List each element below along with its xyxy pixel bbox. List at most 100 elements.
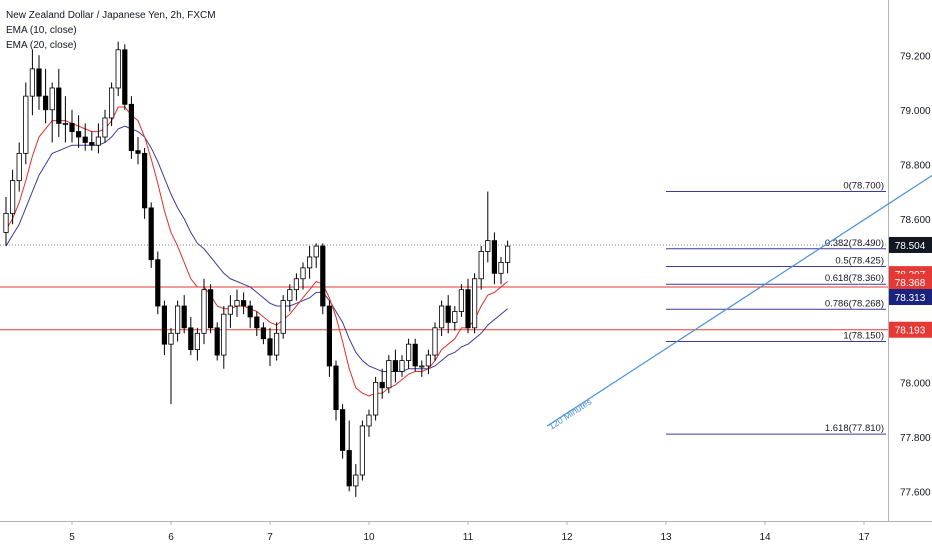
candle-body[interactable]	[56, 87, 62, 124]
candle-body[interactable]	[95, 136, 101, 146]
candle-body[interactable]	[491, 240, 498, 274]
candle-body[interactable]	[174, 305, 181, 334]
candle-body[interactable]	[260, 327, 267, 340]
candle-body[interactable]	[346, 450, 352, 487]
candle-body[interactable]	[333, 365, 339, 411]
candle-body[interactable]	[254, 316, 260, 329]
candle-body[interactable]	[445, 305, 451, 323]
candle-body[interactable]	[9, 180, 16, 214]
candle-body[interactable]	[89, 142, 95, 146]
candle-body[interactable]	[109, 87, 115, 119]
candle-body[interactable]	[161, 305, 167, 345]
candle-body[interactable]	[366, 414, 372, 427]
x-tick-label: 14	[759, 532, 771, 543]
candle-body[interactable]	[359, 425, 366, 476]
candle-body[interactable]	[419, 365, 425, 368]
ema-fast-line	[5, 106, 508, 397]
candle-body[interactable]	[181, 305, 187, 329]
candle-body[interactable]	[458, 289, 465, 312]
x-tick-label: 5	[69, 532, 75, 543]
candle-body[interactable]	[326, 305, 333, 367]
trendline-label: 120 Minutes	[547, 396, 594, 431]
fib-level-label: 0.382(78.490)	[825, 238, 884, 249]
candle-body[interactable]	[168, 332, 174, 345]
candle-body[interactable]	[267, 338, 273, 356]
fib-level-label: 0(78.700)	[843, 181, 884, 192]
fib-level-label: 1.618(77.810)	[825, 423, 884, 434]
candle-body[interactable]	[23, 95, 29, 154]
candle-body[interactable]	[412, 343, 418, 367]
x-tick-label: 10	[363, 532, 375, 543]
candle-body[interactable]	[69, 123, 75, 132]
candle-body[interactable]	[227, 305, 233, 315]
candle-body[interactable]	[320, 245, 326, 307]
x-tick-label: 7	[267, 532, 273, 543]
candle-body[interactable]	[438, 305, 445, 329]
candle-body[interactable]	[485, 240, 491, 252]
y-tick-label: 77.800	[900, 433, 931, 444]
x-tick-label: 17	[858, 532, 870, 543]
candle-body[interactable]	[36, 68, 42, 97]
candle-body[interactable]	[471, 278, 478, 329]
candle-body[interactable]	[287, 289, 293, 301]
candle-body[interactable]	[379, 381, 385, 389]
y-tick-label: 77.600	[900, 487, 931, 498]
candle-body[interactable]	[498, 262, 504, 274]
candle-body[interactable]	[313, 245, 319, 258]
candle-body[interactable]	[122, 49, 128, 105]
candle-body[interactable]	[16, 152, 22, 182]
candle-body[interactable]	[504, 245, 511, 263]
candle-body[interactable]	[62, 123, 69, 125]
candle-body[interactable]	[141, 152, 148, 209]
candle-body[interactable]	[273, 332, 280, 356]
candle-body[interactable]	[3, 212, 9, 233]
candle-body[interactable]	[155, 259, 161, 307]
ema-fast-label[interactable]: EMA (10, close)	[6, 25, 77, 36]
candle-body[interactable]	[188, 327, 194, 351]
candle-body[interactable]	[29, 68, 36, 97]
candle-body[interactable]	[115, 49, 121, 89]
candle-body[interactable]	[280, 300, 286, 334]
candle-body[interactable]	[135, 150, 141, 154]
candle-body[interactable]	[128, 103, 134, 152]
candle-body[interactable]	[405, 343, 412, 361]
candle-body[interactable]	[102, 117, 108, 138]
candle-body[interactable]	[148, 207, 154, 261]
candle-body[interactable]	[234, 300, 240, 307]
candle-body[interactable]	[306, 256, 313, 269]
candle-body[interactable]	[300, 267, 306, 280]
price-badge	[889, 289, 932, 306]
candle-body[interactable]	[432, 327, 438, 356]
candle-body[interactable]	[478, 251, 484, 280]
symbol-title: New Zealand Dollar / Japanese Yen, 2h, F…	[6, 10, 216, 21]
candle-body[interactable]	[372, 381, 379, 416]
candle-body[interactable]	[221, 313, 227, 356]
candle-body[interactable]	[339, 409, 346, 451]
candle-body[interactable]	[201, 289, 207, 334]
candle-body[interactable]	[49, 87, 55, 111]
trendline[interactable]	[546, 142, 932, 427]
candle-body[interactable]	[293, 278, 300, 291]
candle-body[interactable]	[76, 131, 82, 138]
candle-body[interactable]	[425, 354, 432, 367]
candle-body[interactable]	[240, 300, 247, 307]
candle-body[interactable]	[207, 289, 214, 329]
candle-body[interactable]	[392, 360, 399, 372]
candle-body[interactable]	[43, 95, 49, 111]
candle-body[interactable]	[399, 360, 405, 372]
fib-level-label: 0.786(78.268)	[825, 298, 884, 309]
candle-body[interactable]	[214, 327, 220, 356]
fib-level-label: 0.5(78.425)	[835, 256, 884, 267]
ema-slow-label[interactable]: EMA (20, close)	[6, 40, 77, 51]
candle-body[interactable]	[82, 136, 88, 143]
candle-body[interactable]	[194, 332, 200, 351]
candle-body[interactable]	[465, 289, 471, 329]
candle-body[interactable]	[247, 305, 253, 318]
candle-body[interactable]	[353, 474, 359, 487]
price-badge-label: 78.504	[895, 241, 926, 252]
candle-body[interactable]	[386, 360, 392, 389]
y-tick-label: 78.600	[900, 215, 931, 226]
candle-body[interactable]	[452, 311, 458, 323]
